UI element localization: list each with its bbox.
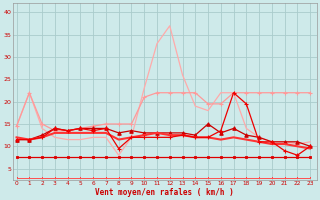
X-axis label: Vent moyen/en rafales ( km/h ): Vent moyen/en rafales ( km/h )	[95, 188, 234, 197]
